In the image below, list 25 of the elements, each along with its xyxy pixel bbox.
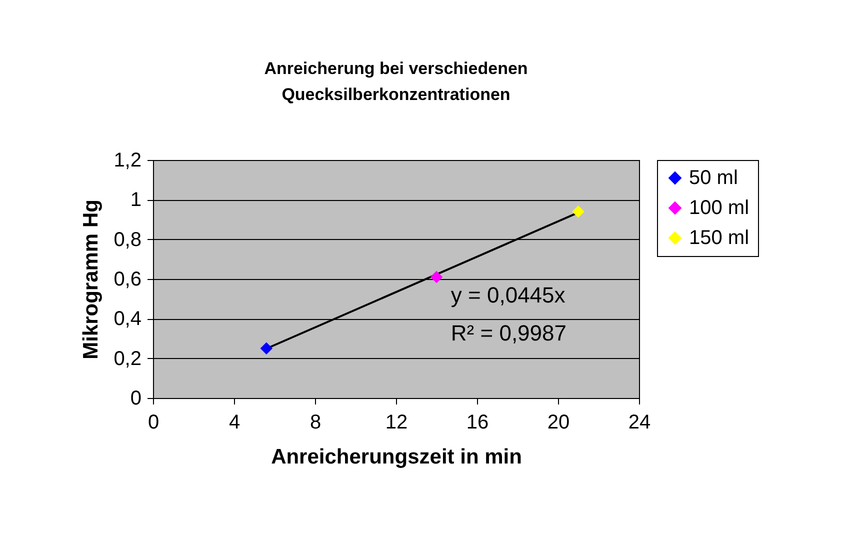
x-tick-label: 8 [310,412,322,434]
y-tick-label: 0,6 [114,268,142,290]
y-tick-label: 0 [130,388,142,410]
legend-label: 150 ml [689,227,750,249]
x-tick-label: 4 [228,412,240,434]
annotation: R² = 0,9987 [450,320,566,346]
y-axis-title: Mikrogramm Hg [80,200,103,360]
y-tick-label: 0,8 [114,228,142,251]
chart-title: Anreicherung bei verschiedenen Quecksilberkonzentrationen [264,59,528,104]
y-tick-label: 1 [130,189,142,212]
y-tick-label: 1,2 [114,150,142,172]
x-tick-label: 0 [148,412,160,434]
x-tick-label: 16 [466,412,489,434]
point [260,342,273,355]
y-tick-label: 0,2 [114,348,142,370]
point [572,205,584,218]
legend-label: 50 ml [689,167,738,189]
legend-label: 100 ml [689,197,750,219]
x-axis-title: Anreicherungszeit in min [271,446,522,468]
y-tick-label: 0,4 [114,308,142,330]
annotation: y = 0,0445x [450,282,566,308]
x-tick-label: 20 [547,412,570,434]
x-tick-label: 12 [385,412,408,434]
point [430,270,443,284]
x-tick-label: 24 [628,412,651,434]
